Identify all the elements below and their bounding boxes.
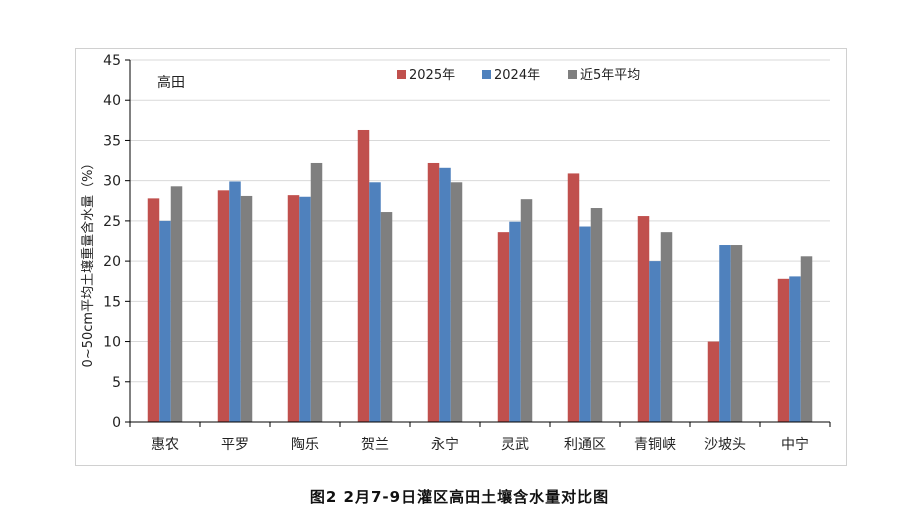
bar-1 bbox=[567, 173, 580, 422]
legend-label: 2025年 bbox=[409, 68, 455, 83]
panel-label: 高田 bbox=[157, 74, 185, 91]
category-label: 惠农 bbox=[151, 437, 179, 453]
bar-2 bbox=[649, 261, 661, 422]
y-tick-label: 35 bbox=[103, 133, 121, 149]
bar-3 bbox=[520, 199, 533, 422]
y-tick-label: 15 bbox=[103, 294, 121, 310]
y-tick-label: 0 bbox=[112, 415, 121, 431]
y-tick-label: 25 bbox=[103, 214, 121, 230]
legend-label: 2024年 bbox=[494, 68, 540, 83]
x-axis-categories: 惠农 平罗 陶乐 贺兰 永宁 灵武 利通区 青铜峡 沙坡头 中宁 bbox=[151, 436, 809, 453]
bar-3 bbox=[730, 245, 743, 422]
bar-2 bbox=[229, 181, 241, 422]
bar-1 bbox=[497, 232, 510, 422]
bar-1 bbox=[637, 216, 650, 422]
bar-3 bbox=[170, 186, 183, 422]
category-label: 利通区 bbox=[564, 437, 606, 453]
bar-2 bbox=[159, 220, 171, 422]
bar-2 bbox=[299, 196, 311, 422]
bar-2 bbox=[719, 245, 731, 422]
axes bbox=[129, 60, 831, 427]
bar-3 bbox=[380, 212, 393, 422]
bar-3 bbox=[590, 208, 603, 422]
bar-3 bbox=[310, 162, 323, 423]
bar-2 bbox=[509, 221, 521, 422]
y-tick-label: 5 bbox=[112, 375, 121, 391]
category-label: 陶乐 bbox=[291, 437, 319, 453]
legend-label: 近5年平均 bbox=[580, 68, 640, 83]
figure-caption: 图2 2月7-9日灌区高田土壤含水量对比图 bbox=[309, 488, 610, 506]
y-tick-label: 45 bbox=[103, 53, 121, 69]
bar-3 bbox=[240, 195, 253, 422]
category-label: 沙坡头 bbox=[704, 437, 746, 453]
category-label: 平罗 bbox=[221, 437, 249, 453]
bar-1 bbox=[287, 195, 300, 422]
bar-1 bbox=[357, 129, 370, 422]
legend-swatch bbox=[397, 70, 406, 79]
bar-2 bbox=[439, 167, 451, 422]
category-label: 青铜峡 bbox=[634, 437, 676, 453]
category-label: 永宁 bbox=[431, 436, 459, 453]
bar-2 bbox=[789, 276, 801, 422]
bar-1 bbox=[217, 190, 230, 422]
legend: 2025年 2024年 近5年平均 bbox=[397, 68, 640, 83]
bars bbox=[147, 129, 813, 423]
bar-1 bbox=[147, 198, 160, 422]
y-tick-label: 20 bbox=[103, 254, 121, 270]
category-label: 贺兰 bbox=[361, 437, 389, 453]
y-tick-label: 40 bbox=[103, 93, 121, 109]
bar-2 bbox=[579, 226, 591, 422]
category-label: 中宁 bbox=[781, 436, 809, 453]
bar-1 bbox=[427, 162, 440, 423]
bar-3 bbox=[660, 232, 673, 422]
bar-2 bbox=[369, 182, 381, 422]
y-tick-label: 10 bbox=[103, 335, 121, 351]
bar-chart: 0 5 10 15 20 25 30 35 40 45 惠农 平罗 陶乐 贺兰 永宁 灵武 利通区 青铜峡 沙坡头… bbox=[80, 53, 831, 453]
chart-frame bbox=[75, 48, 847, 466]
bar-1 bbox=[707, 341, 720, 422]
legend-swatch bbox=[482, 70, 491, 79]
y-axis-label: 0~50cm平均土壤重量含水量（%） bbox=[80, 157, 96, 368]
bar-1 bbox=[777, 278, 790, 422]
bar-3 bbox=[800, 256, 813, 422]
bar-3 bbox=[450, 182, 463, 422]
y-tick-label: 30 bbox=[103, 174, 121, 190]
y-axis-ticks: 0 5 10 15 20 25 30 35 40 45 bbox=[103, 53, 130, 431]
legend-swatch bbox=[568, 70, 577, 79]
category-label: 灵武 bbox=[501, 437, 529, 453]
